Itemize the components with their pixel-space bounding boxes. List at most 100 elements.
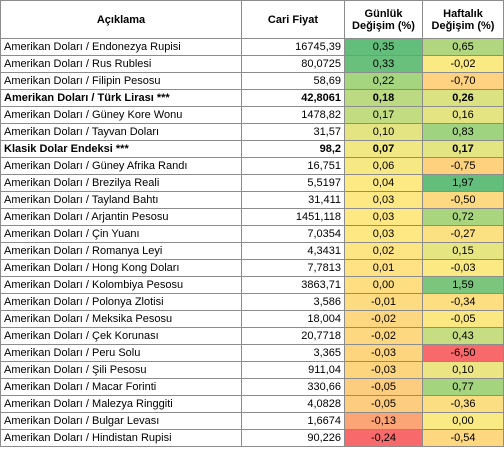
row-price: 1478,82 [241, 106, 345, 124]
row-price: 90,226 [241, 429, 345, 447]
currency-change-table: Açıklama Cari Fiyat Günlük Değişim (%) H… [0, 0, 504, 447]
row-daily-change: -0,05 [344, 378, 423, 396]
row-label: Amerikan Doları / Peru Solu [0, 344, 242, 362]
table-row: Amerikan Doları / Macar Forinti 330,66 -0,… [0, 378, 504, 396]
row-label: Amerikan Doları / Meksika Pesosu [0, 310, 242, 328]
header-weekly-line1: Haftalık [443, 7, 483, 20]
row-price: 7,0354 [241, 225, 345, 243]
row-label: Amerikan Doları / Polonya Zlotisi [0, 293, 242, 311]
row-weekly-change: -0,05 [422, 310, 504, 328]
row-daily-change: -0,24 [344, 429, 423, 447]
table-row: Amerikan Doları / Meksika Pesosu 18,004 -0… [0, 310, 504, 328]
table-row: Amerikan Doları / Güney Afrika Randı 16,7… [0, 157, 504, 175]
row-weekly-change: -0,50 [422, 191, 504, 209]
table-row: Amerikan Doları / Tayvan Doları 31,57 0,10… [0, 123, 504, 141]
row-price: 31,57 [241, 123, 345, 141]
row-weekly-change: -0,03 [422, 259, 504, 277]
row-weekly-change: -0,36 [422, 395, 504, 413]
row-label: Amerikan Doları / Arjantin Pesosu [0, 208, 242, 226]
table-row: Amerikan Doları / Arjantin Pesosu 1451,11… [0, 208, 504, 226]
table-row: Amerikan Doları / Bulgar Levası 1,6674 -0,… [0, 412, 504, 430]
row-weekly-change: -0,70 [422, 72, 504, 90]
table-row: Amerikan Doları / Tayland Bahtı 31,411 0,0… [0, 191, 504, 209]
row-daily-change: 0,18 [344, 89, 423, 107]
row-daily-change: 0,17 [344, 106, 423, 124]
row-label: Amerikan Doları / Endonezya Rupisi [0, 38, 242, 56]
row-daily-change: 0,03 [344, 208, 423, 226]
row-label: Amerikan Doları / Tayvan Doları [0, 123, 242, 141]
row-weekly-change: 1,59 [422, 276, 504, 294]
row-price: 16745,39 [241, 38, 345, 56]
row-label: Amerikan Doları / Hong Kong Doları [0, 259, 242, 277]
row-price: 98,2 [241, 140, 345, 158]
row-weekly-change: 0,15 [422, 242, 504, 260]
table-row: Amerikan Doları / Filipin Pesosu 58,69 0,2… [0, 72, 504, 90]
table-row: Klasik Dolar Endeksi *** 98,2 0,07 0,17 [0, 140, 504, 158]
row-price: 3863,71 [241, 276, 345, 294]
row-weekly-change: -6,50 [422, 344, 504, 362]
header-current-price: Cari Fiyat [241, 0, 345, 39]
row-label: Amerikan Doları / Rus Rublesi [0, 55, 242, 73]
row-daily-change: 0,03 [344, 225, 423, 243]
header-description: Açıklama [0, 0, 242, 39]
row-price: 80,0725 [241, 55, 345, 73]
row-label: Amerikan Doları / Şili Pesosu [0, 361, 242, 379]
table-row: Amerikan Doları / Malezya Ringgiti 4,0828… [0, 395, 504, 413]
row-price: 4,0828 [241, 395, 345, 413]
table-row: Amerikan Doları / Endonezya Rupisi 16745,… [0, 38, 504, 56]
row-label: Amerikan Doları / Çek Korunası [0, 327, 242, 345]
row-price: 20,7718 [241, 327, 345, 345]
row-weekly-change: -0,54 [422, 429, 504, 447]
row-price: 3,586 [241, 293, 345, 311]
row-price: 16,751 [241, 157, 345, 175]
row-weekly-change: 0,17 [422, 140, 504, 158]
row-weekly-change: -0,02 [422, 55, 504, 73]
table-row: Amerikan Doları / Güney Kore Wonu 1478,82… [0, 106, 504, 124]
row-weekly-change: 0,77 [422, 378, 504, 396]
row-weekly-change: -0,27 [422, 225, 504, 243]
row-weekly-change: 0,10 [422, 361, 504, 379]
row-daily-change: -0,05 [344, 395, 423, 413]
row-label: Amerikan Doları / Filipin Pesosu [0, 72, 242, 90]
row-price: 31,411 [241, 191, 345, 209]
header-daily-line1: Günlük [364, 7, 403, 20]
table-row: Amerikan Doları / Hindistan Rupisi 90,226… [0, 429, 504, 447]
row-price: 42,8061 [241, 89, 345, 107]
row-label: Amerikan Doları / Macar Forinti [0, 378, 242, 396]
row-price: 330,66 [241, 378, 345, 396]
row-daily-change: -0,02 [344, 310, 423, 328]
row-weekly-change: 0,83 [422, 123, 504, 141]
table-row: Amerikan Doları / Şili Pesosu 911,04 -0,03… [0, 361, 504, 379]
row-daily-change: 0,35 [344, 38, 423, 56]
table-row: Amerikan Doları / Çin Yuanı 7,0354 0,03 -0,… [0, 225, 504, 243]
row-daily-change: 0,02 [344, 242, 423, 260]
table-row: Amerikan Doları / Rus Rublesi 80,0725 0,33… [0, 55, 504, 73]
header-row: Açıklama Cari Fiyat Günlük Değişim (%) H… [0, 0, 504, 39]
row-weekly-change: 0,16 [422, 106, 504, 124]
row-daily-change: -0,13 [344, 412, 423, 430]
table-row: Amerikan Doları / Brezilya Reali 5,5197 0,… [0, 174, 504, 192]
row-daily-change: 0,04 [344, 174, 423, 192]
table-row: Amerikan Doları / Hong Kong Doları 7,7813… [0, 259, 504, 277]
row-price: 58,69 [241, 72, 345, 90]
row-label: Amerikan Doları / Brezilya Reali [0, 174, 242, 192]
table-row: Amerikan Doları / Peru Solu 3,365 -0,03 -6,… [0, 344, 504, 362]
row-daily-change: -0,02 [344, 327, 423, 345]
row-label: Amerikan Doları / Romanya Leyi [0, 242, 242, 260]
header-daily-change: Günlük Değişim (%) [344, 0, 423, 39]
row-label: Amerikan Doları / Çin Yuanı [0, 225, 242, 243]
row-weekly-change: 0,72 [422, 208, 504, 226]
row-price: 7,7813 [241, 259, 345, 277]
row-daily-change: 0,01 [344, 259, 423, 277]
header-weekly-change: Haftalık Değişim (%) [422, 0, 504, 39]
row-price: 3,365 [241, 344, 345, 362]
row-daily-change: 0,03 [344, 191, 423, 209]
row-weekly-change: -0,34 [422, 293, 504, 311]
row-daily-change: 0,00 [344, 276, 423, 294]
row-weekly-change: 1,97 [422, 174, 504, 192]
row-label: Amerikan Doları / Kolombiya Pesosu [0, 276, 242, 294]
row-price: 1,6674 [241, 412, 345, 430]
row-price: 911,04 [241, 361, 345, 379]
row-daily-change: -0,01 [344, 293, 423, 311]
row-label: Amerikan Doları / Güney Kore Wonu [0, 106, 242, 124]
